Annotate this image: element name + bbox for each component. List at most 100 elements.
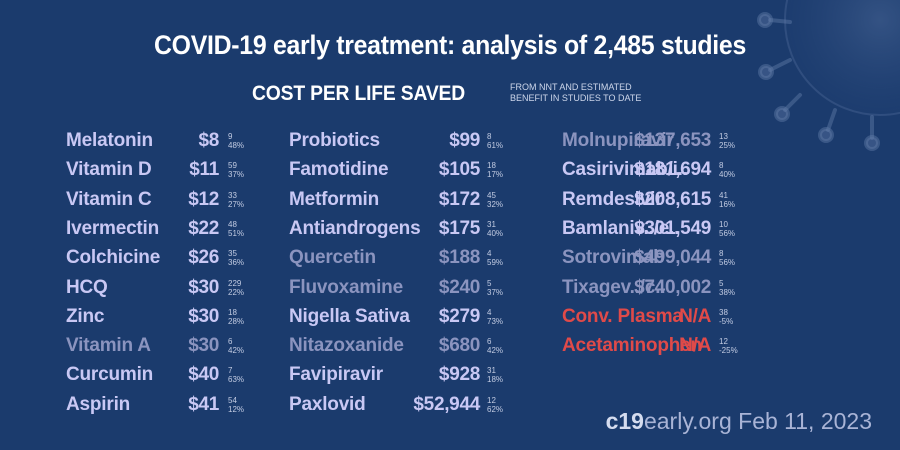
improvement-percent: 63% <box>228 375 245 385</box>
study-count: 41 <box>719 190 728 200</box>
study-count: 18 <box>487 161 496 171</box>
study-count: 7 <box>228 366 233 376</box>
cost-per-life: $26 <box>188 247 219 269</box>
improvement-percent: 37% <box>487 287 504 297</box>
cost-per-life: $11 <box>189 159 219 181</box>
improvement-percent: 18% <box>487 375 504 385</box>
treatment-name: HCQ <box>66 276 108 298</box>
improvement-percent: 51% <box>228 228 245 238</box>
study-count: 38 <box>719 307 728 317</box>
improvement-percent: 12% <box>228 404 245 414</box>
cost-per-life: $240 <box>438 276 480 298</box>
cost-per-life: $181,694 <box>634 159 711 181</box>
study-count: 13 <box>719 132 728 141</box>
study-count: 8 <box>719 249 724 259</box>
source-footer: c19early.org Feb 11, 2023 <box>606 408 872 435</box>
study-count: 8 <box>719 161 724 171</box>
cost-per-life: N/A <box>679 335 711 357</box>
improvement-percent: 62% <box>487 404 504 414</box>
cost-per-life: $928 <box>438 364 480 386</box>
improvement-percent: 56% <box>719 258 736 268</box>
treatment-name: Nigella Sativa <box>289 305 410 327</box>
improvement-percent: 42% <box>487 346 504 356</box>
treatment-name: Antiandrogens <box>289 217 421 239</box>
treatment-name: Casirivimab/i.. <box>562 159 688 181</box>
cost-per-life: $30 <box>188 335 219 357</box>
treatment-name: Paxlovid <box>289 393 366 415</box>
treatment-name: Ivermectin <box>66 217 160 239</box>
treatment-name: Aspirin <box>66 393 131 415</box>
improvement-percent: 73% <box>487 316 504 326</box>
cost-per-life: $175 <box>438 217 480 239</box>
study-count: 6 <box>228 337 233 347</box>
treatment-name: Bamlaniv../e.. <box>562 217 680 239</box>
study-count: 48 <box>228 219 237 229</box>
treatment-name: Vitamin A <box>66 335 151 357</box>
treatment-name: Famotidine <box>289 159 389 181</box>
treatment-name: Favipiravir <box>289 364 383 386</box>
improvement-percent: 27% <box>228 199 245 209</box>
study-count: 35 <box>228 249 237 259</box>
improvement-percent: 40% <box>719 170 736 180</box>
study-count: 45 <box>487 190 496 200</box>
cost-per-life: $105 <box>438 159 480 181</box>
cost-per-life: $188 <box>438 247 480 269</box>
improvement-percent: 36% <box>228 258 245 268</box>
study-count: 54 <box>228 395 237 405</box>
study-count: 5 <box>487 278 492 288</box>
treatment-name: Fluvoxamine <box>289 276 403 298</box>
treatment-name: Nitazoxanide <box>289 335 404 357</box>
treatment-name: Zinc <box>66 305 105 327</box>
study-count: 4 <box>487 307 492 317</box>
study-count: 6 <box>487 337 492 347</box>
study-count: 5 <box>719 278 724 288</box>
improvement-percent: 16% <box>719 199 736 209</box>
study-count: 31 <box>487 219 496 229</box>
treatment-name: Colchicine <box>66 247 161 269</box>
cost-per-life: $8 <box>198 130 219 151</box>
cost-per-life: $30 <box>188 305 219 327</box>
study-count: 4 <box>487 249 492 259</box>
treatment-name: Curcumin <box>66 364 154 386</box>
cost-per-life: $99 <box>449 130 480 151</box>
treatment-name: Probiotics <box>289 130 380 151</box>
study-count: 12 <box>719 337 728 347</box>
improvement-percent: 37% <box>228 170 245 180</box>
improvement-percent: -25% <box>719 346 738 356</box>
improvement-percent: 59% <box>487 258 504 268</box>
cost-per-life: $740,002 <box>634 276 711 298</box>
chart-title: COVID-19 early treatment: analysis of 2,… <box>153 30 746 60</box>
treatment-name: Remdesivir <box>562 188 663 210</box>
treatment-name: Acetaminophen <box>562 335 702 357</box>
treatment-name: Tixagev../c.. <box>562 276 666 298</box>
cost-per-life: $499,044 <box>634 247 711 269</box>
treatment-name: Molnupiravir <box>562 130 674 151</box>
study-count: 10 <box>719 219 728 229</box>
improvement-percent: 17% <box>487 170 504 180</box>
improvement-percent: 38% <box>719 287 736 297</box>
improvement-percent: 28% <box>228 316 245 326</box>
improvement-percent: 48% <box>228 141 245 150</box>
cost-per-life: $30 <box>188 276 219 298</box>
improvement-percent: 25% <box>719 141 736 150</box>
treatment-name: Metformin <box>289 188 380 210</box>
treatment-name: Vitamin C <box>66 188 152 210</box>
cost-per-life: $279 <box>438 305 480 327</box>
cost-per-life: $172 <box>438 188 480 210</box>
cost-per-life: $41 <box>188 393 219 415</box>
source-date: Feb 11, 2023 <box>738 408 872 434</box>
study-count: 9 <box>228 132 233 141</box>
source-site-rest: early.org <box>643 408 732 434</box>
treatment-name: Quercetin <box>289 247 376 269</box>
cost-per-life: $208,615 <box>634 188 711 210</box>
improvement-percent: 32% <box>487 199 504 209</box>
study-count: 12 <box>487 395 496 405</box>
improvement-percent: 61% <box>487 141 504 150</box>
cost-per-life: $52,944 <box>413 393 480 415</box>
treatment-name: Vitamin D <box>66 159 152 181</box>
cost-per-life: $301,549 <box>634 217 711 239</box>
treatment-name: Conv. Plasma <box>562 305 683 327</box>
treatment-name: Sotrovimab <box>562 247 665 269</box>
study-count: 31 <box>487 366 496 376</box>
